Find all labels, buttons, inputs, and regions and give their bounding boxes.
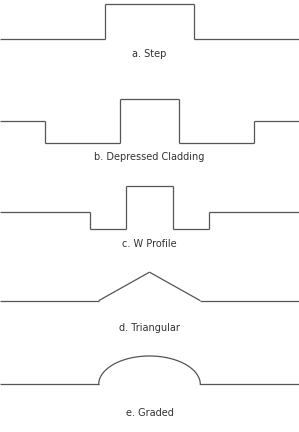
Text: a. Step: a. Step	[132, 48, 167, 59]
Text: d. Triangular: d. Triangular	[119, 323, 180, 334]
Text: c. W Profile: c. W Profile	[122, 238, 177, 249]
Text: e. Graded: e. Graded	[126, 408, 173, 418]
Text: b. Depressed Cladding: b. Depressed Cladding	[94, 152, 205, 162]
